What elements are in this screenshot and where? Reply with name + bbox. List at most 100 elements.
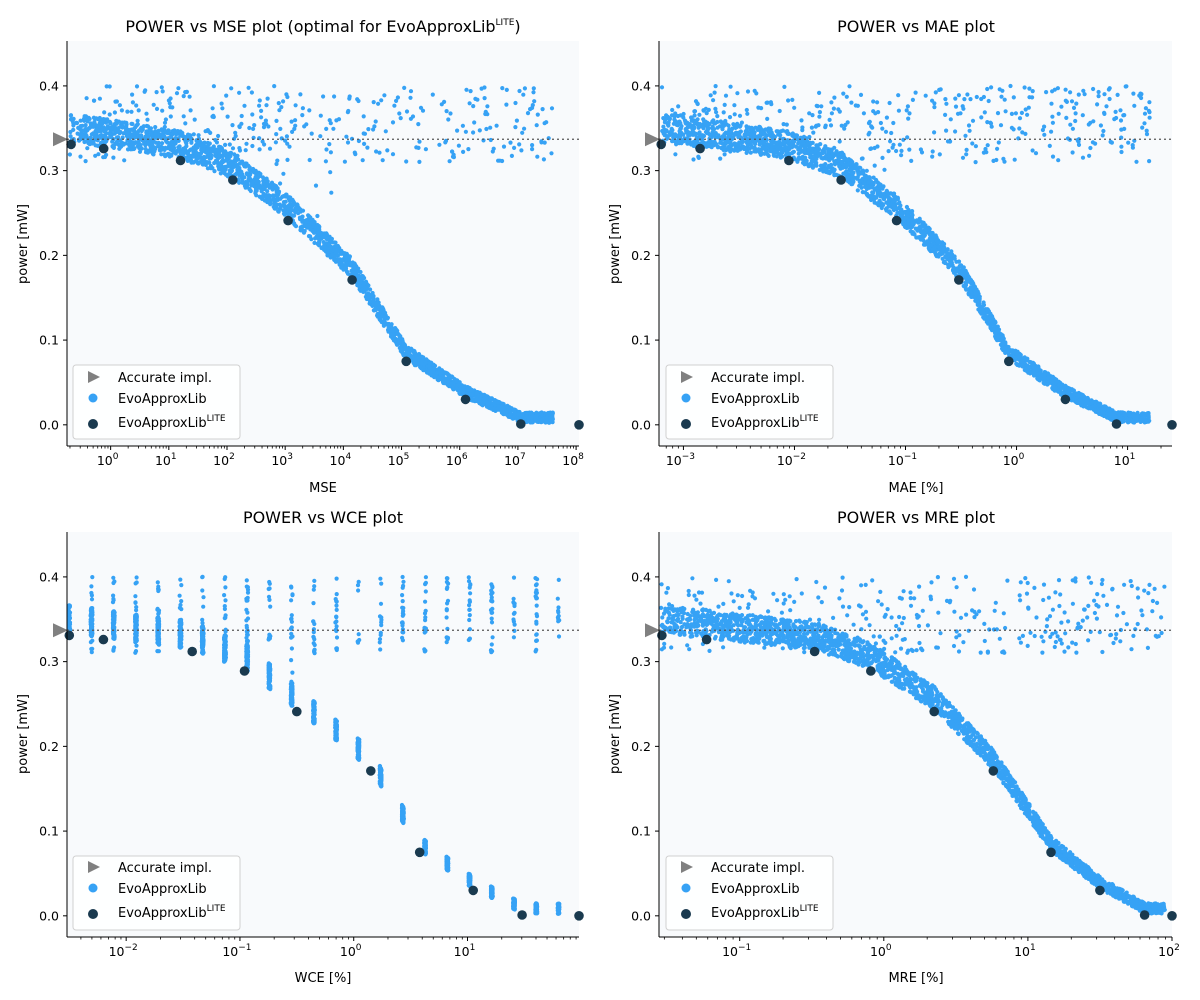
evo-point (156, 128, 161, 133)
evo-point (186, 132, 191, 137)
evo-point (732, 112, 737, 117)
evo-point (482, 96, 487, 101)
evo-point (504, 87, 509, 92)
evo-point (330, 252, 335, 258)
evo-point (937, 87, 942, 92)
x-tick-base: 10 (213, 453, 229, 468)
evo-point (404, 109, 410, 114)
evo-point (290, 197, 295, 202)
evo-point (832, 173, 837, 178)
evo-point (1019, 110, 1024, 115)
evo-point (1102, 92, 1107, 97)
evo-point (802, 156, 807, 161)
x-tick-base: 10 (155, 453, 171, 468)
evo-point (895, 196, 901, 202)
evo-point (424, 357, 429, 362)
evo-point (398, 116, 403, 121)
evo-point (129, 143, 134, 148)
evo-point (739, 136, 744, 141)
evo-point (379, 98, 384, 103)
evo-point (300, 106, 305, 111)
evo-point (300, 208, 306, 213)
evo-point (242, 103, 247, 108)
evo-point (191, 132, 196, 137)
evo-point (423, 360, 428, 365)
evo-point (482, 396, 487, 402)
evo-point (160, 108, 165, 113)
evo-point (540, 107, 545, 112)
x-tick-label: 105 (388, 452, 410, 468)
evo-point (1122, 113, 1127, 118)
evo-point (953, 104, 959, 109)
legend-lite-marker (88, 419, 98, 429)
evo-point (308, 227, 313, 232)
evo-point (1130, 143, 1135, 148)
evo-point (1023, 131, 1028, 136)
evo-point (333, 244, 339, 249)
evo-point (1003, 109, 1008, 114)
evo-point (398, 346, 404, 351)
evo-point (1076, 92, 1081, 97)
evo-point (304, 219, 309, 224)
evo-point (508, 140, 513, 145)
evo-point (1143, 106, 1148, 111)
evo-point (1102, 110, 1107, 115)
evo-point (509, 153, 514, 158)
evo-point (879, 191, 884, 196)
evo-point (326, 236, 331, 241)
evo-point (262, 198, 267, 203)
evo-point (858, 92, 864, 97)
evo-point (293, 224, 299, 229)
evo-point (685, 140, 690, 145)
evo-point (745, 111, 750, 116)
evo-point (760, 145, 765, 150)
evo-point (96, 123, 101, 128)
evo-point (1059, 104, 1064, 109)
evo-point (896, 108, 902, 113)
evo-point (267, 146, 273, 151)
evo-point (521, 92, 526, 97)
evo-point (460, 391, 465, 396)
evo-point (876, 110, 881, 115)
evo-point (117, 131, 122, 136)
evo-point (117, 146, 122, 151)
evo-point (370, 303, 375, 308)
evo-point (68, 113, 74, 118)
evo-point (747, 146, 752, 151)
evo-point (856, 171, 861, 176)
evo-point (153, 132, 158, 137)
evo-point (1071, 105, 1077, 110)
evo-point (384, 321, 389, 326)
evo-point (1049, 101, 1054, 106)
evo-point (930, 98, 935, 103)
evo-point (530, 103, 535, 108)
evo-point (963, 280, 968, 285)
evo-point (254, 193, 259, 198)
evo-point (479, 402, 484, 407)
evo-point (74, 120, 79, 125)
evo-point (530, 412, 535, 417)
evo-point (259, 108, 264, 113)
evo-point (396, 331, 401, 336)
evo-point (715, 114, 720, 119)
x-tick-base: 10 (97, 453, 113, 468)
evo-point (321, 240, 326, 245)
evo-point (891, 198, 896, 203)
evo-point (224, 158, 229, 163)
evo-point (907, 147, 912, 152)
evo-point (206, 129, 211, 134)
evo-point (305, 223, 310, 228)
evo-point (211, 84, 216, 89)
evo-point (392, 328, 397, 333)
evo-point (477, 128, 482, 133)
evo-point (284, 134, 289, 139)
evo-point (881, 196, 886, 201)
evo-point (216, 133, 221, 139)
x-tick-exponent: 3 (287, 452, 293, 462)
evo-point (409, 347, 414, 352)
evo-point (815, 104, 820, 109)
evo-point (889, 191, 894, 196)
evo-point (1090, 399, 1095, 404)
evo-point (282, 209, 288, 214)
evo-point (381, 306, 386, 311)
